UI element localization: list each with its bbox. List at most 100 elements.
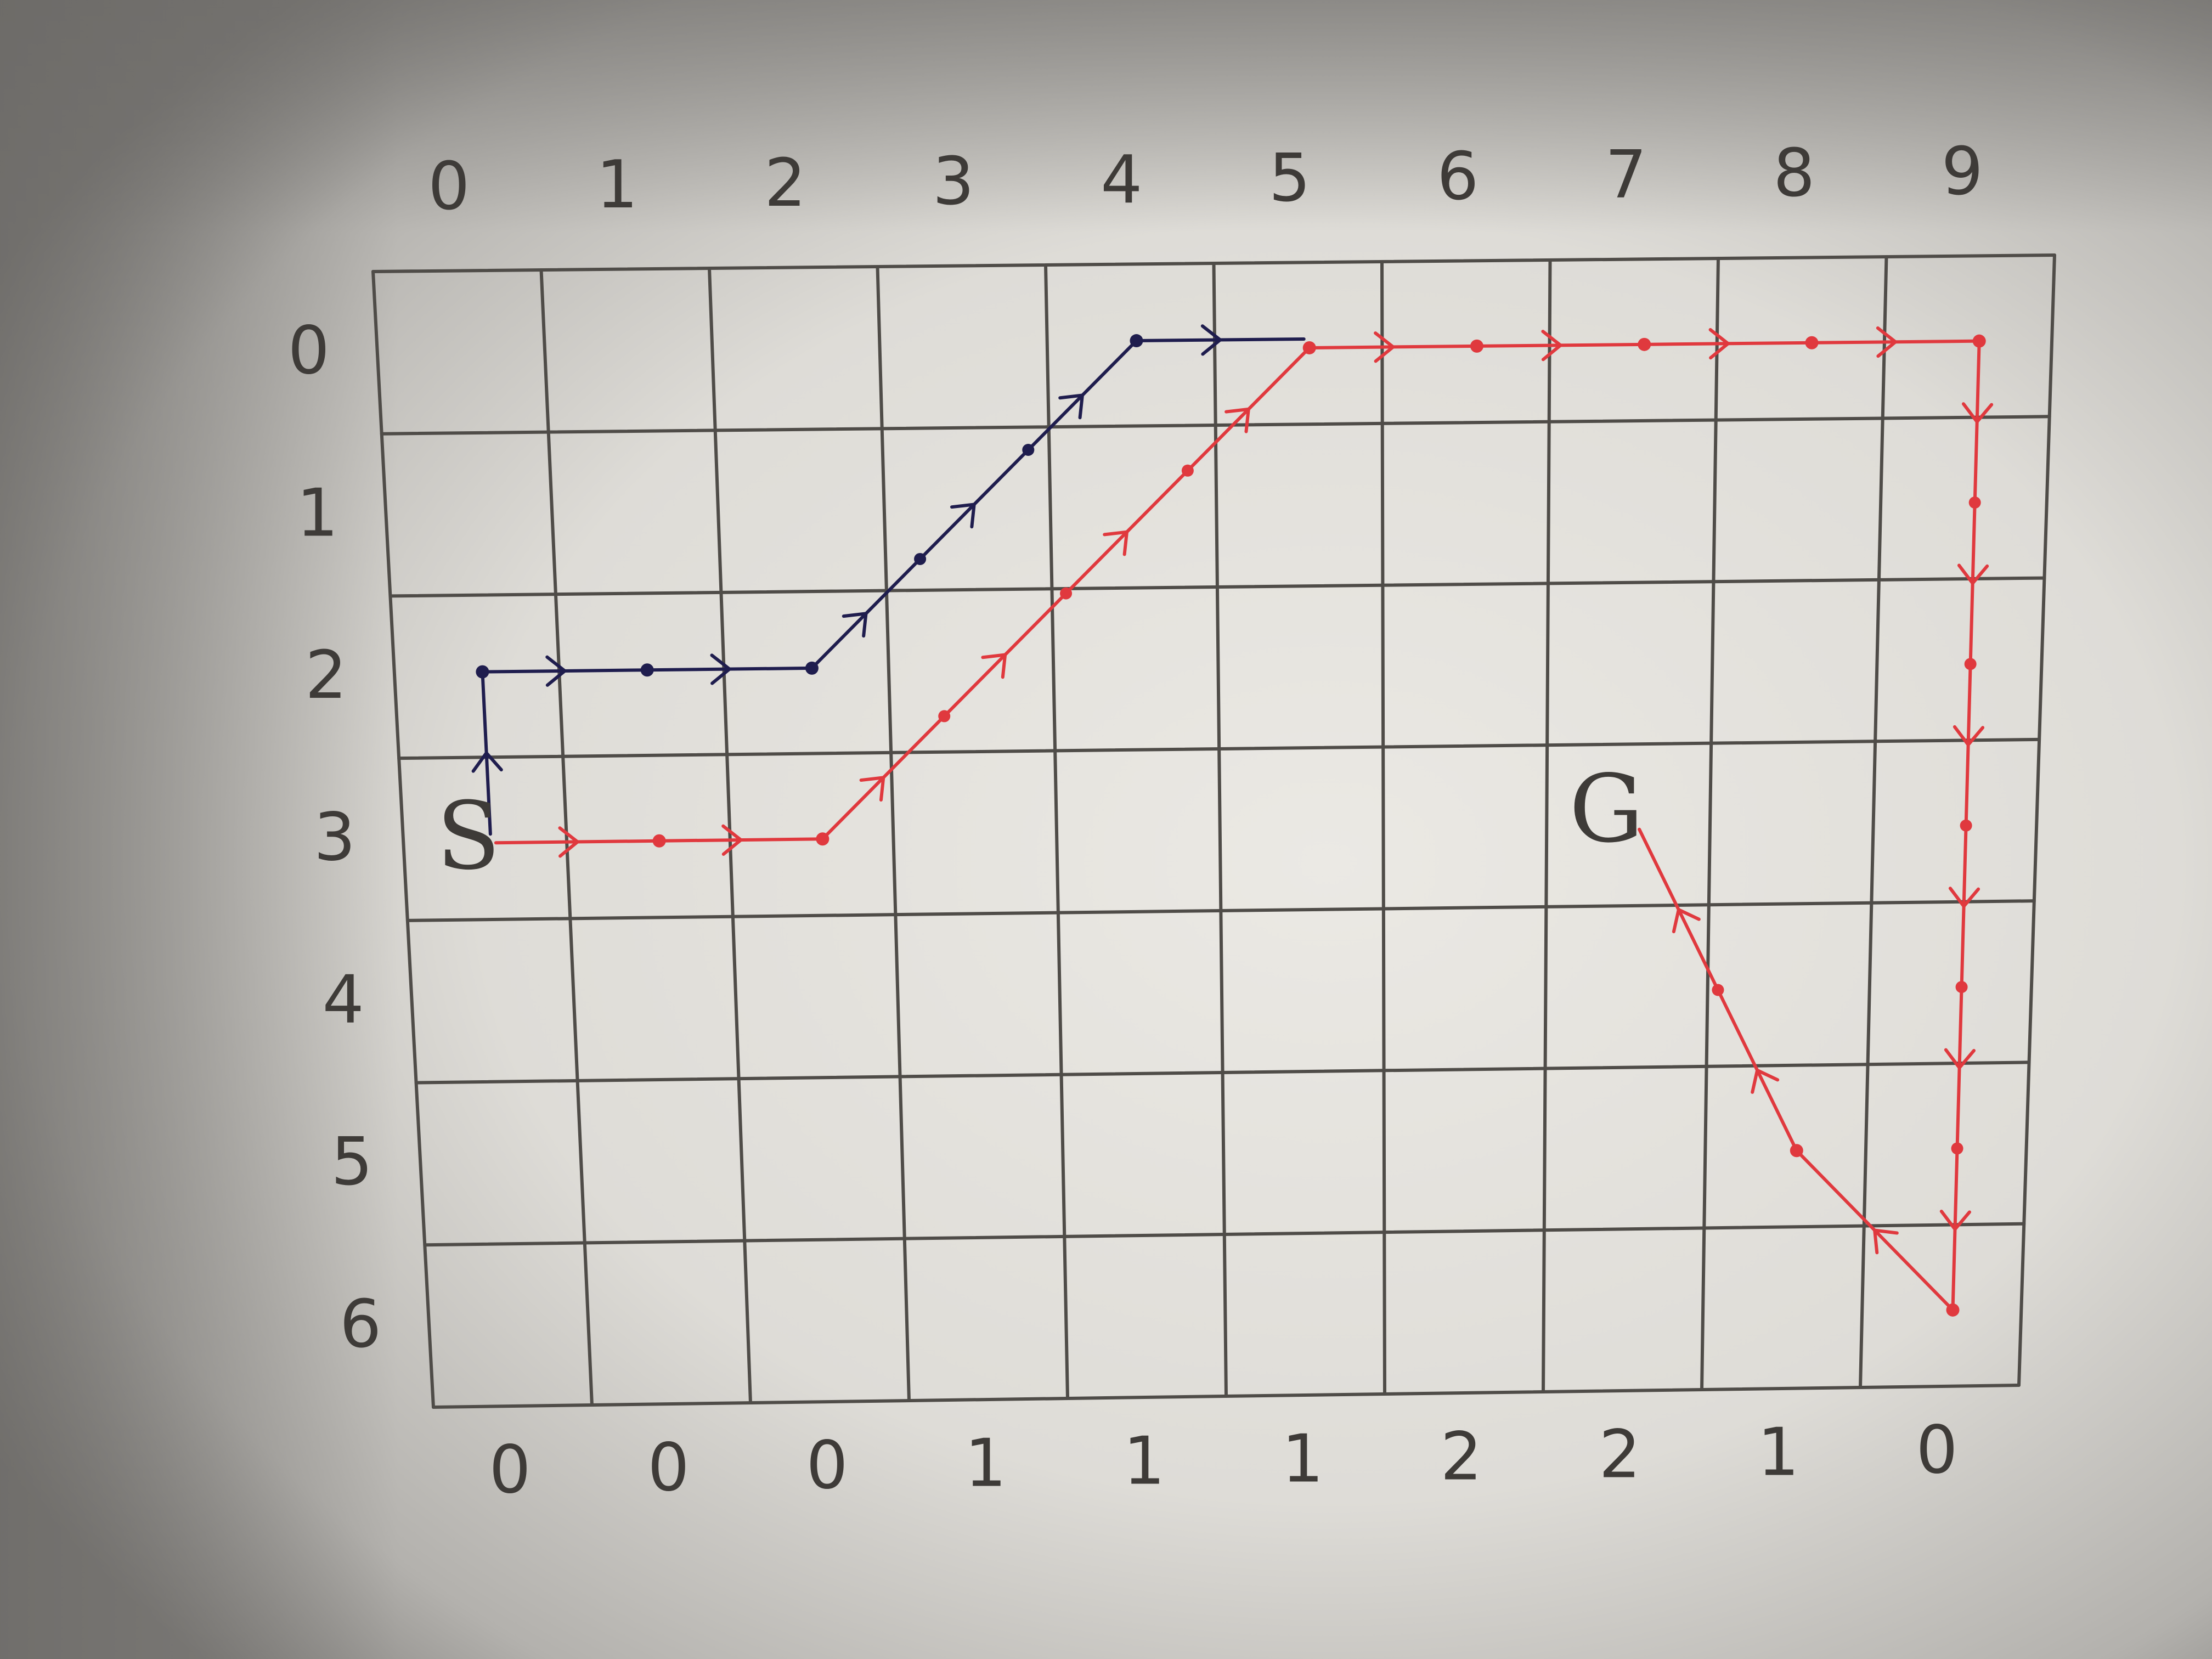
red-path-dot: [1790, 1144, 1803, 1158]
red-path-arrow: [1873, 1228, 1899, 1255]
red-path-dot: [1955, 981, 1968, 994]
grid-horizontal-line: [432, 1384, 2021, 1409]
column-labels: 0 1 2 3 4 5 6 7 8 9: [428, 134, 1983, 225]
blue-path-dot: [476, 665, 489, 679]
red-path-arrow: [1103, 530, 1128, 556]
red-path-arrow: [1957, 563, 1989, 585]
grid-horizontal-line: [423, 1222, 2026, 1247]
grid-horizontal-line: [405, 899, 2036, 922]
blue-path-dot: [1130, 334, 1143, 348]
blue-path: [471, 324, 1306, 836]
grid-horizontal-line: [397, 737, 2041, 760]
bottom-label: 1: [1123, 1424, 1165, 1500]
row-label: 6: [340, 1286, 381, 1363]
column-label: 4: [1101, 142, 1142, 218]
start-label: S: [437, 782, 500, 891]
red-path-dot: [1638, 337, 1651, 351]
red-path-arrow: [981, 653, 1007, 679]
row-labels: 0 1 2 3 4 5 6: [288, 313, 382, 1363]
blue-path-arrow: [710, 653, 731, 685]
blue-path-arrow: [950, 503, 976, 529]
row-label: 0: [288, 313, 330, 390]
red-path-arrow: [1224, 407, 1250, 433]
red-path-dot: [1712, 984, 1724, 996]
bottom-label: 1: [1282, 1421, 1323, 1498]
blue-path-arrow: [842, 612, 868, 638]
red-path-arrow: [1961, 402, 1994, 424]
red-path-dot: [1964, 658, 1977, 670]
red-path-arrow: [1374, 331, 1395, 363]
red-path-dot: [1805, 336, 1819, 349]
red-path-dot: [1946, 1303, 1960, 1317]
red-path-arrow: [1708, 328, 1730, 360]
red-path-arrow: [859, 776, 885, 802]
bottom-label: 0: [647, 1430, 689, 1506]
red-path-dot: [938, 710, 951, 723]
column-label: 3: [933, 144, 974, 220]
blue-path-arrow: [1200, 324, 1222, 356]
red-path-arrow: [1944, 1048, 1976, 1070]
grid-horizontal-line: [371, 253, 2056, 273]
grid-vertical-line: [371, 270, 435, 1409]
bottom-label: 0: [1916, 1413, 1957, 1489]
grid-vertical-line: [1542, 258, 1552, 1393]
red-path-dot: [1968, 496, 1981, 509]
bottom-label: 0: [806, 1428, 848, 1504]
blue-path-arrow: [1058, 393, 1084, 420]
bottom-label: 0: [489, 1432, 531, 1509]
red-path-arrow: [1751, 1068, 1780, 1094]
column-label: 0: [428, 149, 470, 225]
grid-vertical-line: [1700, 257, 1720, 1391]
bottom-label: 1: [964, 1426, 1006, 1502]
column-label: 5: [1269, 140, 1311, 217]
bottom-labels: 0 0 0 1 1 1 2 2 1 0: [489, 1413, 1957, 1509]
grid-vertical-line: [1044, 263, 1069, 1400]
red-path-dot: [1960, 819, 1972, 832]
blue-path-arrow: [545, 655, 567, 687]
row-label: 4: [323, 962, 364, 1038]
grid-vertical-line: [1212, 262, 1228, 1398]
red-path-arrow: [1541, 330, 1562, 362]
red-path-arrow: [1939, 1209, 1971, 1231]
bottom-label: 2: [1599, 1417, 1640, 1493]
grid-vertical-line: [539, 268, 594, 1407]
grid-vertical-line: [876, 265, 911, 1402]
red-path-arrow: [558, 826, 579, 858]
red-path-arrow: [721, 824, 743, 856]
row-label: 5: [331, 1124, 373, 1200]
paths: [471, 324, 1994, 1317]
bottom-label: 2: [1440, 1419, 1482, 1496]
red-path-arrow: [1672, 908, 1701, 934]
blue-path-arrow: [471, 751, 503, 773]
red-path-dot: [1951, 1142, 1963, 1155]
grid-horizontal-line: [414, 1060, 2031, 1085]
red-path-arrow: [1876, 326, 1898, 358]
red-path-dot: [1060, 587, 1073, 600]
grid-lines: [371, 253, 2056, 1409]
grid-vertical-line: [708, 267, 752, 1404]
goal-label: G: [1569, 755, 1644, 864]
column-label: 9: [1942, 134, 1983, 210]
grid-vertical-line: [1859, 255, 1888, 1389]
blue-path-dot: [805, 661, 819, 675]
row-label: 1: [296, 475, 338, 551]
red-path-dot: [652, 834, 666, 848]
column-label: 2: [764, 145, 806, 222]
blue-path-dot: [914, 552, 927, 565]
grid-horizontal-line: [380, 415, 2051, 436]
grid-vertical-line: [1380, 260, 1386, 1396]
red-path-dot: [816, 832, 830, 846]
red-path-dot: [1470, 339, 1483, 353]
red-path-dot: [1181, 464, 1194, 477]
grid-vertical-line: [2017, 253, 2056, 1387]
blue-path-dot: [640, 663, 654, 677]
row-label: 2: [305, 637, 347, 714]
column-label: 1: [596, 147, 638, 223]
column-label: 7: [1605, 137, 1647, 213]
bottom-label: 1: [1757, 1415, 1799, 1491]
column-label: 8: [1773, 136, 1815, 212]
grid-horizontal-line: [388, 576, 2046, 598]
red-path-dot: [1302, 341, 1316, 354]
